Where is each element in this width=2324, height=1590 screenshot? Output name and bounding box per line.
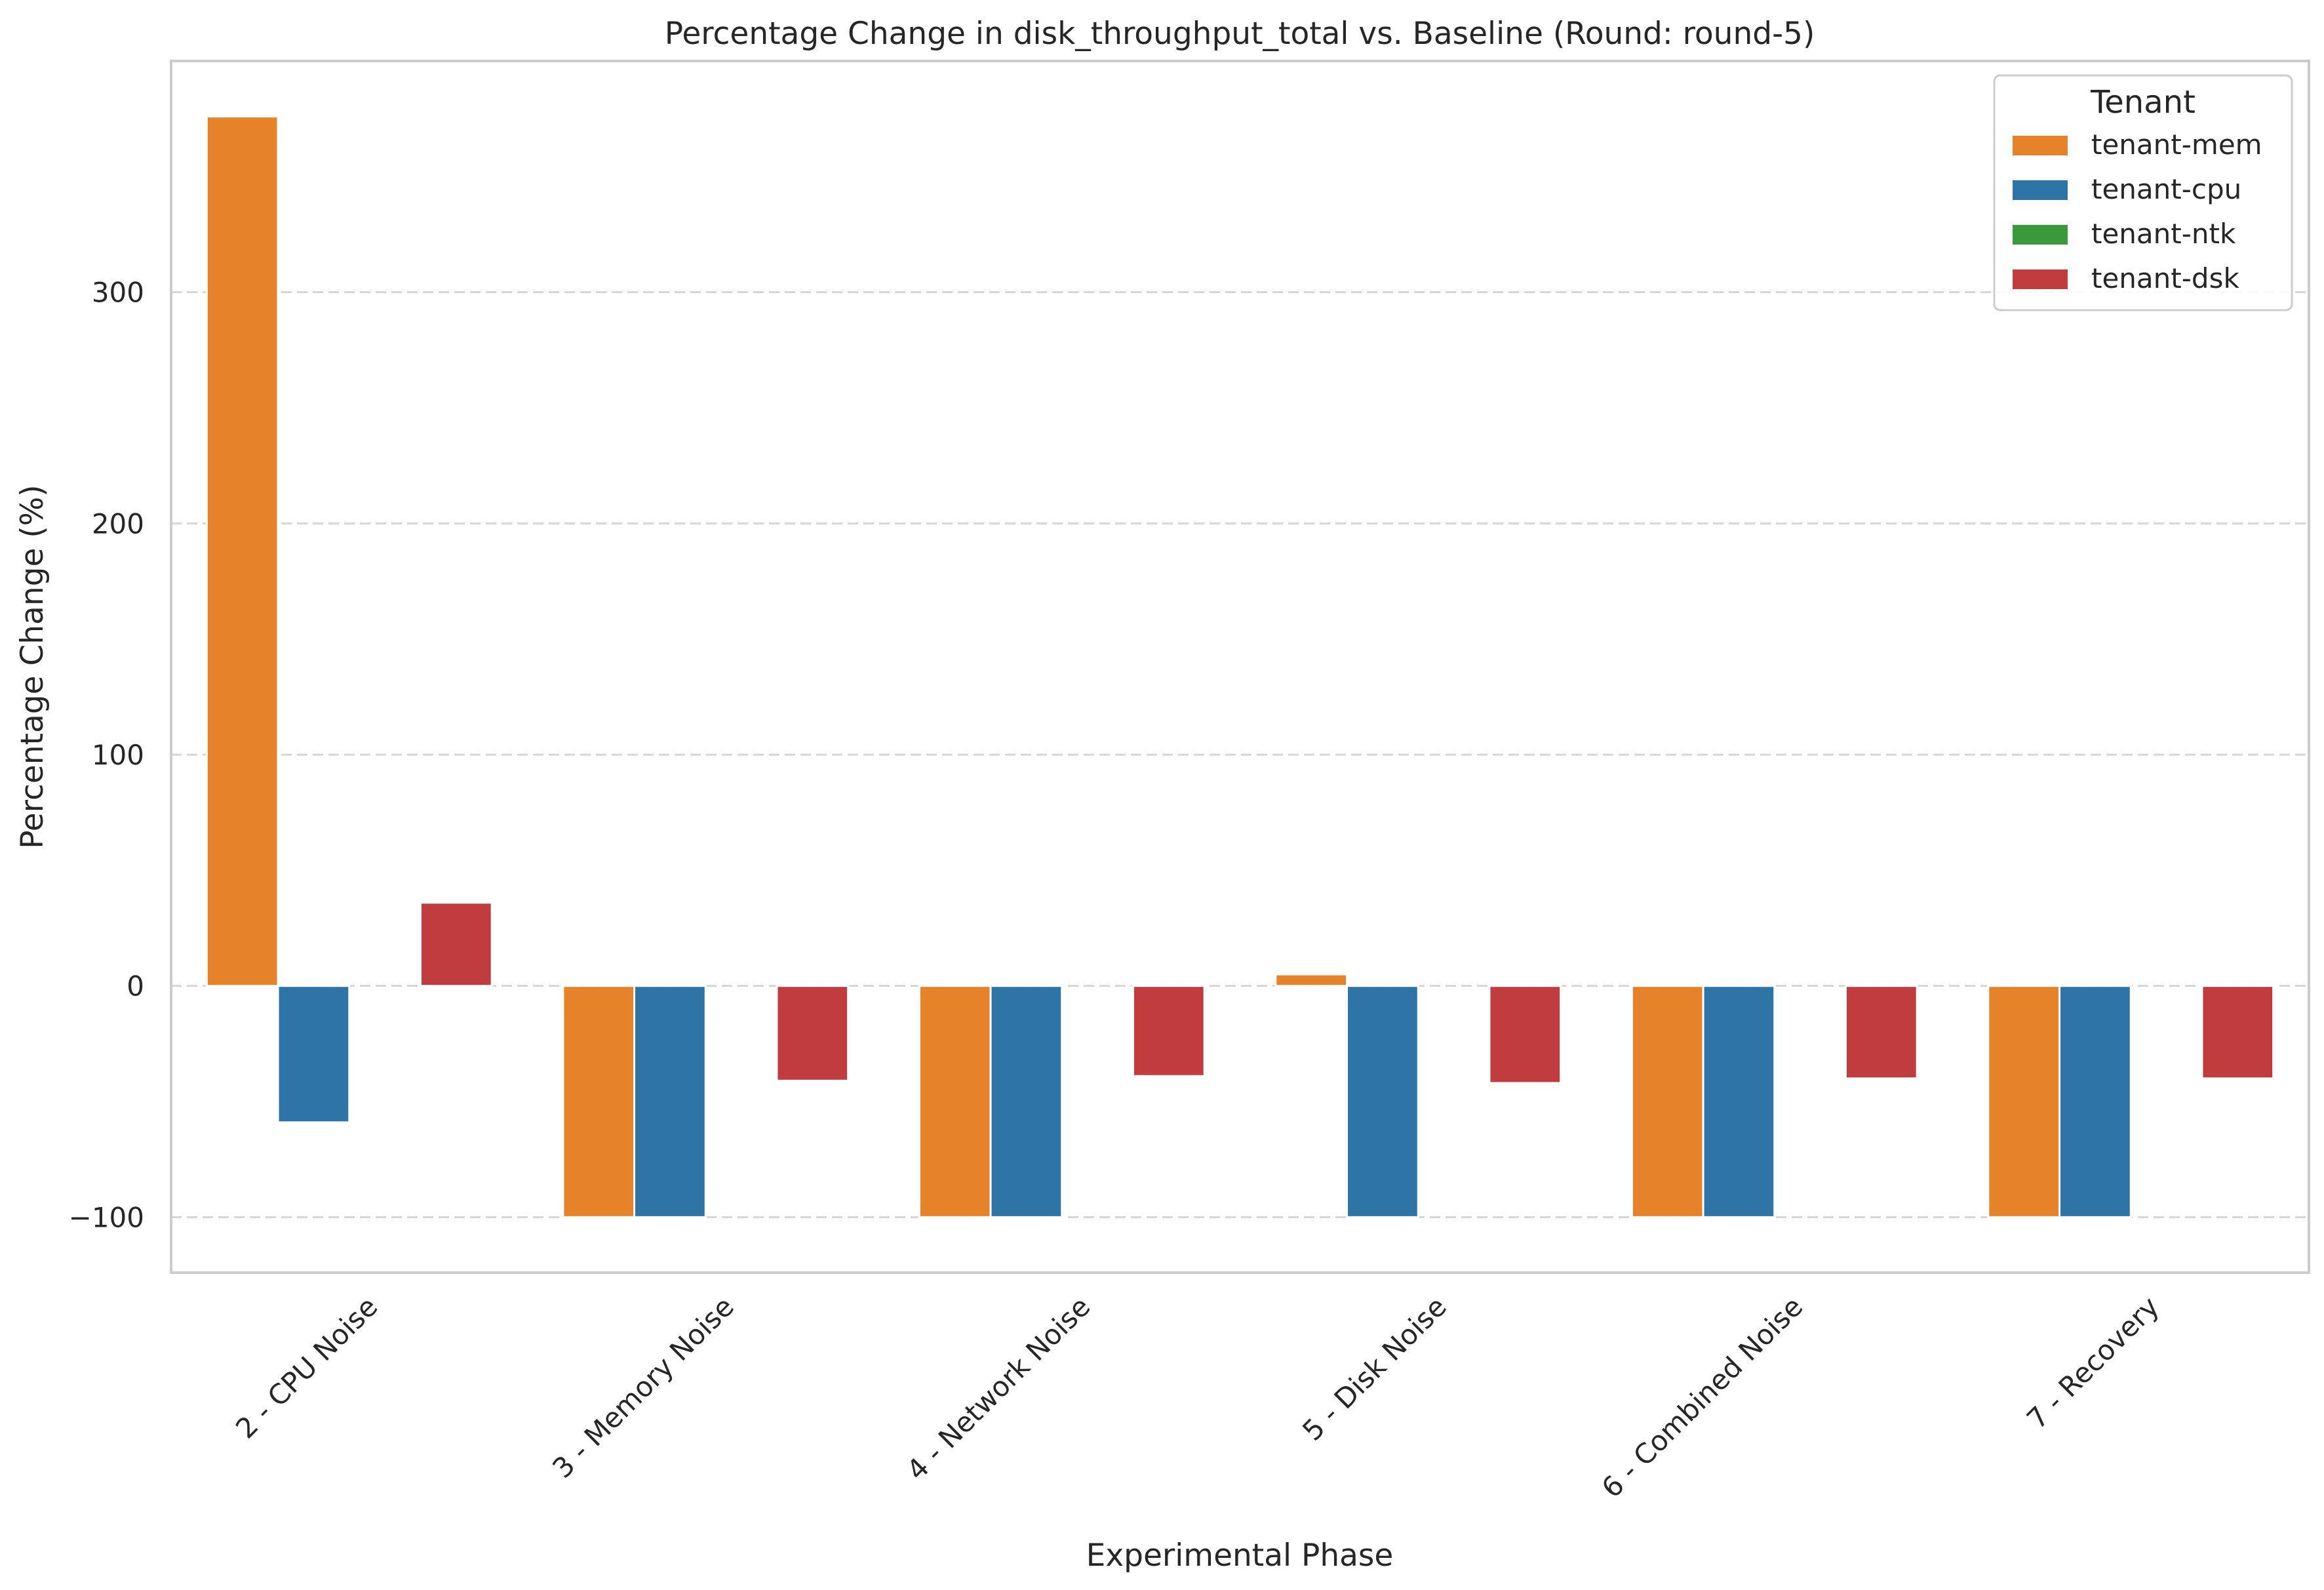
bar bbox=[1703, 986, 1775, 1218]
bar bbox=[919, 986, 991, 1218]
y-tick-label: −100 bbox=[69, 1201, 144, 1233]
bar bbox=[1276, 974, 1347, 986]
y-tick-label: 0 bbox=[127, 970, 144, 1003]
bar bbox=[563, 986, 635, 1218]
y-axis-label: Percentage Change (%) bbox=[14, 485, 50, 849]
bar bbox=[420, 903, 492, 986]
bar bbox=[991, 986, 1062, 1218]
bar bbox=[2202, 986, 2274, 1079]
legend-label: tenant-mem bbox=[2091, 129, 2262, 161]
legend-swatch bbox=[2013, 180, 2068, 200]
bar bbox=[1347, 986, 1419, 1218]
chart-title: Percentage Change in disk_throughput_tot… bbox=[665, 16, 1815, 52]
legend-label: tenant-dsk bbox=[2091, 262, 2239, 294]
y-tick-label: 100 bbox=[92, 739, 144, 771]
legend-swatch bbox=[2013, 136, 2068, 155]
bar bbox=[777, 986, 848, 1081]
legend-swatch bbox=[2013, 269, 2068, 289]
bar bbox=[1133, 986, 1204, 1077]
y-tick-label: 200 bbox=[92, 507, 144, 540]
bar bbox=[1489, 986, 1561, 1083]
legend-label: tenant-ntk bbox=[2091, 218, 2236, 250]
legend-swatch bbox=[2013, 225, 2068, 245]
bar bbox=[1632, 986, 1703, 1218]
bar bbox=[278, 986, 349, 1123]
bar bbox=[1845, 986, 1917, 1079]
legend: Tenant tenant-mem tenant-cpu tenant-ntk ten… bbox=[1994, 75, 2292, 310]
legend-label: tenant-cpu bbox=[2091, 173, 2241, 205]
bar bbox=[207, 117, 278, 986]
legend-title: Tenant bbox=[2090, 84, 2196, 121]
bar bbox=[1988, 986, 2060, 1218]
x-axis-label: Experimental Phase bbox=[1086, 1538, 1394, 1574]
y-tick-label: 300 bbox=[92, 277, 144, 309]
bar bbox=[2060, 986, 2131, 1218]
bar bbox=[635, 986, 706, 1218]
